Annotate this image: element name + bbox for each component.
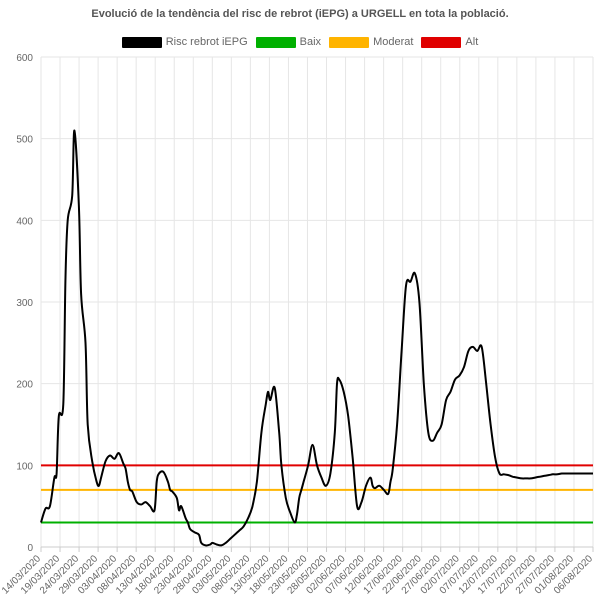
legend-swatch-baix (255, 36, 296, 48)
chart-title: Evolució de la tendència del risc de reb… (91, 8, 509, 20)
y-tick-label: 0 (27, 543, 33, 554)
legend-label-moderat: Moderat (373, 36, 414, 48)
y-tick-label: 500 (16, 135, 33, 146)
y-tick-label: 200 (16, 380, 33, 391)
legend-item-baix[interactable]: Baix (255, 36, 322, 48)
legend-swatch-moderat (329, 36, 370, 48)
legend-item-alt[interactable]: Alt (421, 36, 478, 48)
y-tick-label: 300 (16, 298, 33, 309)
legend-swatch-alt (421, 36, 462, 48)
legend-label-alt: Alt (465, 36, 479, 48)
legend-item-iepg[interactable]: Risc rebrot iEPG (121, 36, 248, 48)
legend-swatch-iepg (121, 36, 162, 48)
y-tick-label: 100 (16, 461, 33, 472)
legend-label-baix: Baix (299, 36, 322, 48)
legend-item-moderat[interactable]: Moderat (329, 36, 413, 48)
legend-label-iepg: Risc rebrot iEPG (165, 36, 248, 48)
y-tick-label: 400 (16, 216, 33, 227)
series-line-iepg (40, 129, 593, 547)
legend: Risc rebrot iEPG Baix Moderat Alt (0, 36, 600, 48)
y-tick-label: 600 (16, 53, 33, 64)
